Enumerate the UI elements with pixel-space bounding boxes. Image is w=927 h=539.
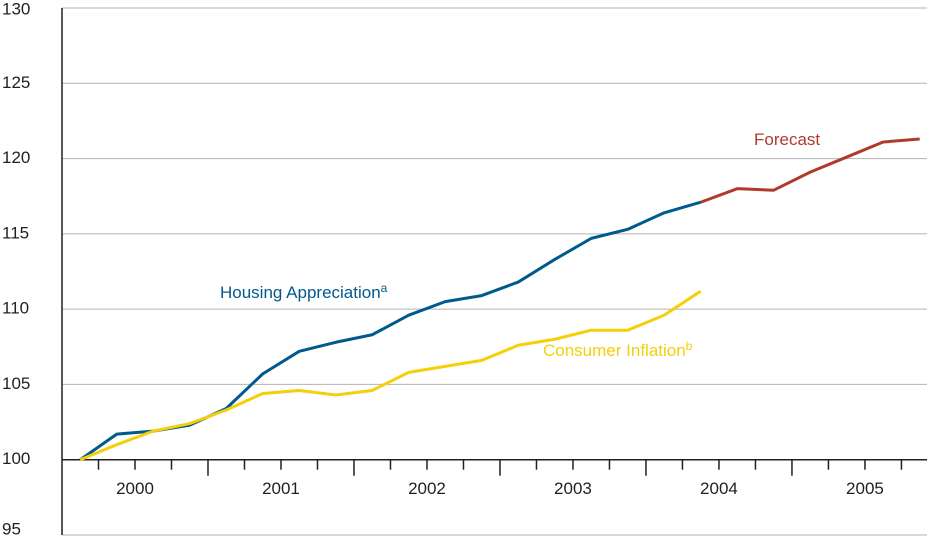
series-label: Consumer Inflationb: [543, 339, 693, 360]
x-tick-label: 2000: [116, 479, 154, 498]
y-tick-label: 95: [2, 519, 21, 538]
y-tick-label: 110: [2, 299, 29, 318]
y-tick-label: 105: [2, 374, 30, 393]
series-line: [700, 137, 920, 204]
x-tick-label: 2002: [408, 479, 446, 498]
series-name: Housing Appreciation: [220, 283, 381, 302]
series-line: [79, 289, 702, 462]
y-tick-label: 100: [2, 449, 30, 468]
series-label: Housing Appreciationa: [220, 281, 388, 302]
x-tick-label: 2004: [700, 479, 738, 498]
series-label: Forecast: [754, 130, 820, 149]
y-tick-label: 120: [2, 148, 30, 167]
x-tick-label: 2003: [554, 479, 592, 498]
series-superscript: b: [686, 339, 693, 353]
series-name: Consumer Inflation: [543, 341, 686, 360]
y-tick-label: 115: [2, 223, 29, 242]
y-tick-label: 125: [2, 73, 30, 92]
x-tick-label: 2005: [846, 479, 884, 498]
x-tick-label: 2001: [262, 479, 300, 498]
y-tick-label: 130: [2, 0, 30, 18]
series-name: Forecast: [754, 130, 820, 149]
series-superscript: a: [381, 281, 388, 295]
